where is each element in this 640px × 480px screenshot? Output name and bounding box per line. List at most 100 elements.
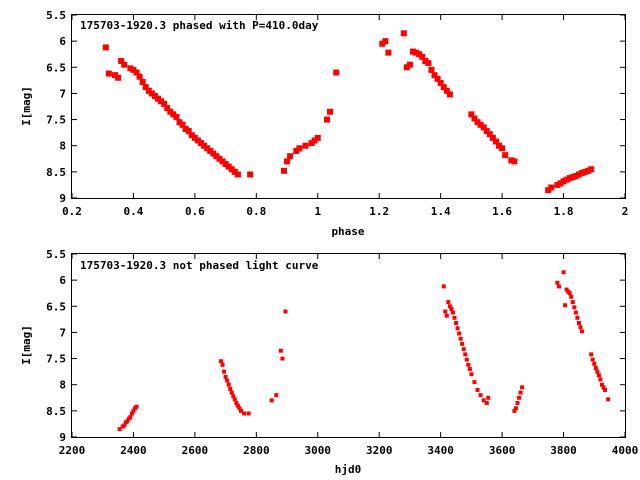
unphased-x-tick-label: 2200	[59, 444, 86, 457]
phased-y-tick-label: 7.5	[46, 114, 66, 127]
unphased-data-point	[129, 411, 134, 416]
phased-data-point	[204, 145, 211, 152]
unphased-data-point	[237, 406, 242, 411]
unphased-data-point	[242, 411, 247, 416]
unphased-data-point	[450, 310, 455, 315]
unphased-data-point	[576, 321, 581, 326]
phased-x-tick-label: 1.2	[369, 205, 389, 218]
unphased-data-point	[567, 291, 572, 296]
phased-y-tick-label: 7	[59, 87, 66, 100]
unphased-x-tick-label: 3400	[427, 444, 454, 457]
unphased-data-point	[274, 393, 279, 398]
unphased-data-point	[452, 315, 457, 320]
phased-data-point	[118, 58, 125, 65]
phased-x-tick-label: 0.2	[62, 205, 82, 218]
unphased-data-point	[246, 411, 251, 416]
unphased-data-point	[457, 331, 462, 336]
unphased-y-tick-label: 6	[59, 274, 66, 287]
phased-data-point	[280, 167, 287, 174]
phased-data-point	[213, 153, 220, 160]
phased-y-tick-label: 8	[59, 140, 66, 153]
unphased-data-point	[481, 398, 486, 403]
unphased-axis-ticks: 2200 2400 2600 2800 3000 3200 3400 3600 3800 4000…	[46, 248, 638, 457]
phased-data-point	[176, 119, 183, 126]
unphased-y-tick-label: 7	[59, 326, 66, 339]
phased-data-point	[323, 116, 330, 123]
unphased-data-point	[469, 372, 474, 377]
unphased-data-point	[598, 377, 603, 382]
unphased-chart-title: 175703-1920.3 not phased light curve	[80, 259, 319, 272]
phased-data-point	[293, 147, 300, 154]
phased-x-tick-label: 1	[314, 205, 321, 218]
unphased-data-point	[449, 306, 454, 311]
unphased-data-point	[444, 313, 449, 318]
phased-data-point	[158, 98, 165, 105]
unphased-data-point	[589, 352, 594, 357]
unphased-data-point	[478, 393, 483, 398]
phased-y-tick-label: 5.5	[46, 9, 66, 22]
phased-data-point	[575, 171, 582, 178]
phased-data-point	[201, 142, 208, 149]
unphased-plot-frame	[71, 253, 626, 438]
unphased-data-point	[573, 310, 578, 315]
phased-x-tick-label: 0.6	[185, 205, 205, 218]
unphased-data-point	[513, 406, 518, 411]
phased-data-point	[569, 174, 576, 181]
unphased-x-tick-label: 2800	[243, 444, 270, 457]
phased-data-point	[314, 134, 321, 141]
phased-data-point	[560, 178, 567, 185]
phased-data-point	[492, 138, 499, 145]
phased-data-point	[489, 134, 496, 141]
phased-data-point	[440, 84, 447, 91]
phased-data-point	[155, 95, 162, 102]
unphased-data-point	[454, 321, 459, 326]
unphased-data-point	[517, 395, 522, 400]
phased-data-point	[234, 171, 241, 178]
unphased-data-point	[225, 378, 230, 383]
unphased-data-point	[446, 300, 451, 305]
phased-data-point	[164, 105, 171, 112]
phased-data-point	[379, 40, 386, 47]
unphased-data-point	[232, 397, 237, 402]
unphased-data-point	[570, 300, 575, 305]
unphased-data-point	[563, 303, 568, 308]
unphased-data-point	[228, 386, 233, 391]
unphased-data-point	[578, 325, 583, 330]
unphased-x-tick-label: 2400	[120, 444, 147, 457]
unphased-data-point	[555, 280, 560, 285]
phased-plot-frame	[71, 14, 626, 199]
unphased-data-point	[520, 385, 525, 390]
phased-chart-panel: 175703-1920.3 phased with P=410.0day pha…	[20, 9, 628, 238]
unphased-y-tick-label: 8.5	[46, 405, 66, 418]
unphased-y-axis-label: I[mag]	[20, 325, 33, 365]
unphased-data-point	[592, 361, 597, 366]
unphased-y-tick-label: 8	[59, 379, 66, 392]
phased-data-point	[198, 140, 205, 147]
unphased-data-point	[122, 423, 127, 428]
unphased-data-point	[599, 382, 604, 387]
phased-data-point	[582, 168, 589, 175]
phased-data-point	[563, 176, 570, 183]
phased-data-point	[483, 128, 490, 135]
phased-data-point	[554, 181, 561, 188]
unphased-data-point	[128, 415, 133, 420]
unphased-data-point	[447, 304, 452, 309]
phased-x-tick-label: 1.6	[492, 205, 512, 218]
phased-data-point	[130, 66, 137, 73]
phased-data-point	[210, 150, 217, 157]
unphased-data-point	[461, 347, 466, 352]
phased-y-tick-label: 9	[59, 192, 66, 205]
phased-x-tick-label: 0.8	[246, 205, 266, 218]
unphased-data-point	[117, 427, 122, 432]
unphased-data-point	[466, 362, 471, 367]
phased-data-point	[102, 44, 109, 51]
unphased-data-point	[515, 401, 520, 406]
phased-data-point	[400, 30, 407, 37]
phased-data-point	[471, 115, 478, 122]
phased-y-tick-label: 8.5	[46, 166, 66, 179]
phased-data-point	[296, 145, 303, 152]
phased-x-tick-label: 1.4	[431, 205, 451, 218]
phased-data-point	[284, 158, 291, 165]
unphased-x-tick-label: 3600	[489, 444, 516, 457]
